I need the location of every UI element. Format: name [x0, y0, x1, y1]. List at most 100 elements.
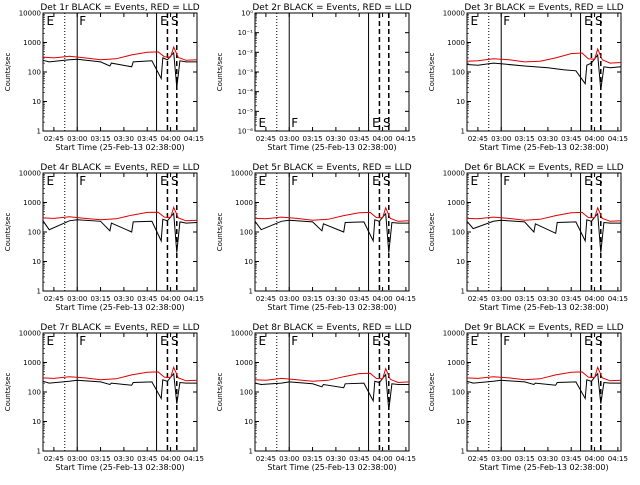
x-tick-label: 04:15	[396, 135, 416, 143]
y-tick-label: 1000	[23, 359, 41, 367]
y-tick-label: 10	[456, 418, 465, 426]
x-tick-label: 03:00	[279, 135, 299, 143]
x-tick-label: 03:15	[90, 135, 110, 143]
x-tick-label: 02:45	[468, 295, 488, 303]
y-tick-label: 1000	[23, 39, 41, 47]
x-tick-label: 03:00	[491, 295, 511, 303]
y-axis-label: Counts/sec	[428, 373, 436, 412]
y-tick-label: 10000	[19, 170, 41, 178]
phase-marker: F	[503, 174, 510, 188]
x-tick-label: 03:15	[90, 295, 110, 303]
x-tick-label: 04:00	[584, 135, 604, 143]
x-tick-label: 04:15	[184, 455, 204, 463]
x-tick-label: 03:45	[561, 135, 581, 143]
x-tick-label: 03:30	[326, 455, 346, 463]
x-tick-label: 03:00	[491, 455, 511, 463]
phase-marker: S	[595, 174, 603, 188]
panel-title: Det 3r BLACK = Events, RED = LLD	[464, 3, 623, 13]
x-tick-label: 03:45	[561, 455, 581, 463]
y-tick-label: 10000	[19, 10, 41, 18]
y-tick-label: 100	[240, 389, 253, 397]
y-tick-label: 100	[28, 389, 41, 397]
x-tick-label: 04:00	[372, 455, 392, 463]
events-line	[466, 53, 622, 90]
x-tick-label: 03:45	[349, 135, 369, 143]
phase-marker: S	[383, 116, 391, 130]
y-tick-label: 100	[452, 229, 465, 237]
y-tick-label: 100	[452, 389, 465, 397]
phase-marker: E	[160, 14, 168, 28]
plot-frame	[466, 332, 622, 452]
lld-line	[42, 45, 198, 61]
x-tick-label: 03:15	[514, 455, 534, 463]
y-axis-label: Counts/sec	[428, 53, 436, 92]
x-axis-label: Start Time (25-Feb-13 02:38:00)	[267, 143, 396, 152]
y-tick-label: 1	[461, 448, 465, 456]
y-tick-label: 10⁻¹	[238, 29, 254, 37]
x-tick-label: 03:30	[114, 135, 134, 143]
phase-marker: S	[171, 174, 179, 188]
y-tick-label: 1	[249, 288, 253, 296]
x-tick-label: 03:45	[349, 455, 369, 463]
panel-det-8r: Det 8r BLACK = Events, RED = LLD 1 10 100 10…	[216, 323, 416, 472]
x-axis-label: Start Time (25-Feb-13 02:38:00)	[479, 143, 608, 152]
y-axis-label: Counts/sec	[4, 373, 12, 412]
panel-title: Det 5r BLACK = Events, RED = LLD	[252, 163, 411, 173]
phase-marker: E	[372, 334, 380, 348]
y-tick-label: 10⁻⁶	[238, 128, 254, 136]
x-axis-label: Start Time (25-Feb-13 02:38:00)	[267, 303, 396, 312]
phase-marker: E	[47, 174, 55, 188]
x-tick-label: 03:15	[302, 135, 322, 143]
phase-marker: F	[291, 116, 298, 130]
x-tick-label: 04:00	[160, 455, 180, 463]
x-tick-label: 03:30	[326, 135, 346, 143]
panel-det-2r: Det 2r BLACK = Events, RED = LLD 10⁻⁶ 10⁻⁵…	[216, 3, 416, 152]
x-tick-label: 04:15	[184, 295, 204, 303]
y-tick-label: 100	[452, 69, 465, 77]
phase-marker: E	[160, 334, 168, 348]
x-tick-label: 03:45	[561, 295, 581, 303]
panel-det-7r: Det 7r BLACK = Events, RED = LLD 1 10 100 10…	[4, 323, 204, 472]
panel-title: Det 9r BLACK = Events, RED = LLD	[464, 323, 623, 333]
x-axis-label: Start Time (25-Feb-13 02:38:00)	[55, 463, 184, 472]
events-line	[42, 372, 197, 404]
x-tick-label: 04:15	[608, 455, 628, 463]
x-tick-label: 03:30	[538, 455, 558, 463]
x-tick-label: 04:15	[608, 135, 628, 143]
y-tick-label: 1000	[235, 359, 253, 367]
y-axis-label: Counts/sec	[4, 213, 12, 252]
x-tick-label: 04:15	[396, 295, 416, 303]
y-tick-label: 100	[28, 229, 41, 237]
phase-marker: F	[503, 334, 510, 348]
panel-title: Det 1r BLACK = Events, RED = LLD	[40, 3, 199, 13]
x-tick-label: 03:15	[514, 295, 534, 303]
x-tick-label: 03:00	[279, 295, 299, 303]
y-tick-label: 1000	[447, 199, 465, 207]
events-line	[42, 212, 198, 253]
y-tick-label: 100	[240, 229, 253, 237]
x-tick-label: 02:45	[256, 135, 276, 143]
y-tick-label: 10000	[443, 170, 465, 178]
x-tick-label: 03:30	[538, 135, 558, 143]
phase-marker: F	[79, 174, 86, 188]
y-tick-label: 1	[37, 288, 41, 296]
y-tick-label: 10	[32, 418, 41, 426]
y-axis-label: Counts/sec	[216, 373, 224, 412]
y-tick-label: 10⁻²	[238, 49, 254, 57]
phase-marker: S	[595, 334, 603, 348]
x-tick-label: 03:15	[90, 455, 110, 463]
phase-marker: S	[383, 174, 391, 188]
x-tick-label: 04:15	[608, 295, 628, 303]
x-tick-label: 02:45	[468, 455, 488, 463]
y-tick-label: 100	[28, 69, 41, 77]
x-tick-label: 03:00	[67, 295, 87, 303]
panel-title: Det 6r BLACK = Events, RED = LLD	[464, 163, 623, 173]
phase-marker: F	[79, 14, 86, 28]
y-tick-label: 10	[244, 418, 253, 426]
y-tick-label: 10	[32, 258, 41, 266]
phase-marker: E	[47, 14, 55, 28]
x-tick-label: 03:00	[279, 455, 299, 463]
phase-marker: S	[171, 14, 179, 28]
